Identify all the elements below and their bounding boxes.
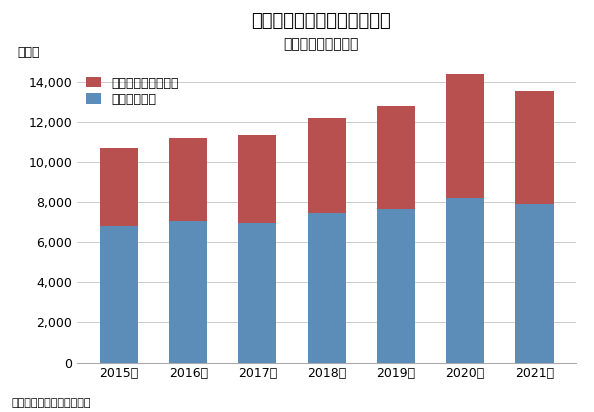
Bar <box>516 91 554 204</box>
Bar <box>169 138 207 221</box>
Bar <box>238 135 276 223</box>
Text: ペット・ペット用品への支出: ペット・ペット用品への支出 <box>251 12 391 30</box>
Legend: ペット・ペット用品, ペットフード: ペット・ペット用品, ペットフード <box>84 74 181 108</box>
Bar <box>169 221 207 363</box>
Bar <box>308 213 346 363</box>
Bar <box>377 209 415 363</box>
Bar <box>100 226 138 363</box>
Bar <box>238 223 276 363</box>
Bar <box>377 106 415 209</box>
Bar <box>516 204 554 363</box>
Text: （円）: （円） <box>17 46 40 59</box>
Bar <box>308 118 346 213</box>
Text: 資料：家計調査（総務省）: 資料：家計調査（総務省） <box>12 398 91 408</box>
Text: （二人以上の世帯）: （二人以上の世帯） <box>283 37 358 51</box>
Bar <box>100 148 138 226</box>
Bar <box>446 198 484 363</box>
Bar <box>446 74 484 198</box>
